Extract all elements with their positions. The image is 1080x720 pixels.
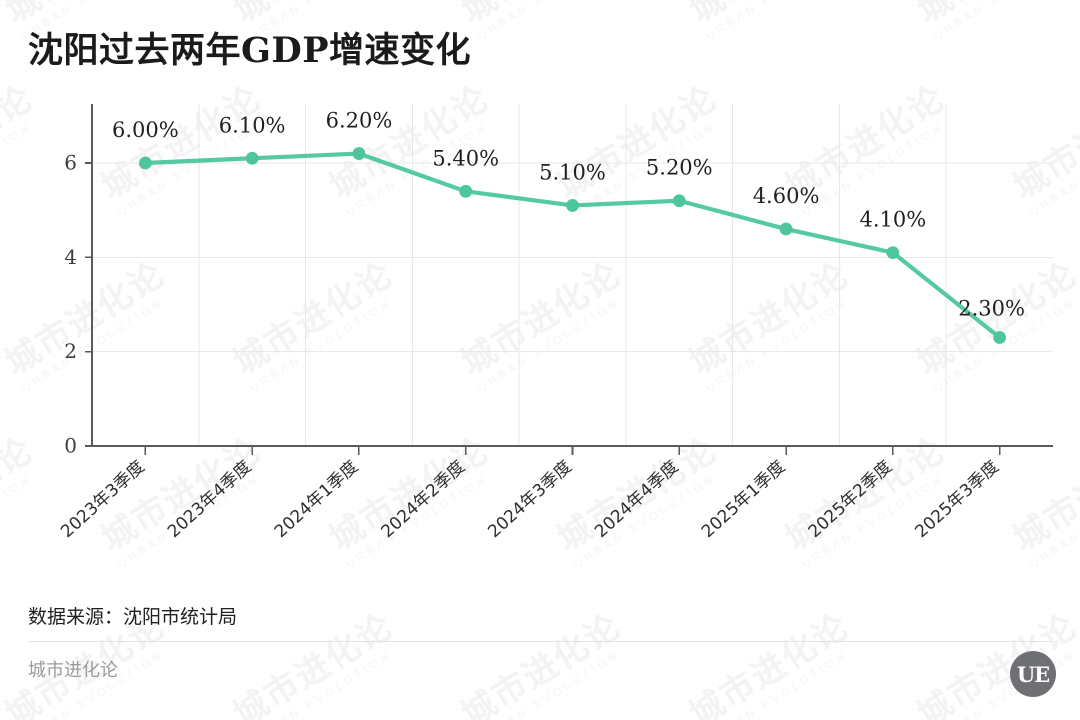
y-tick-label: 6 (64, 151, 77, 175)
data-point-label: 6.00% (112, 118, 179, 142)
y-tick-labels: 0 2 4 6 (64, 151, 77, 458)
x-tick-label: 2024年2季度 (378, 457, 469, 542)
x-tick-label: 2025年3季度 (911, 457, 1002, 542)
data-point-label: 4.60% (753, 184, 820, 208)
x-tick-labels: 2023年3季度 2023年4季度 2024年1季度 2024年2季度 2024年3季度… (57, 457, 1003, 542)
x-tick-label: 2024年3季度 (484, 457, 575, 542)
x-tick-label: 2023年3季度 (57, 457, 148, 542)
axes-group (85, 104, 1053, 455)
data-point-marker (993, 331, 1007, 344)
gridlines-group (92, 104, 1053, 446)
y-tick-label: 2 (64, 339, 77, 363)
series-markers (138, 147, 1007, 344)
data-point-label: 6.20% (326, 109, 393, 133)
data-point-label: 4.10% (859, 208, 926, 232)
data-point-marker (566, 199, 579, 212)
page-title: 沈阳过去两年GDP增速变化 (28, 30, 472, 71)
source-note: 数据来源：沈阳市统计局 (28, 606, 238, 628)
brand-name: 城市进化论 (28, 660, 118, 681)
data-point-label: 5.40% (432, 146, 499, 170)
data-point-marker (352, 147, 366, 160)
data-point-label: 5.20% (646, 156, 713, 180)
data-point-labels: 6.00% 6.10% 6.20% 5.40% 5.10% 5.20% 4.60% 4.10%… (112, 109, 1025, 321)
brand-logo-text: UE (1016, 661, 1050, 687)
footer-divider (28, 641, 1052, 642)
x-tick-label: 2025年1季度 (698, 457, 789, 542)
data-point-marker (245, 151, 259, 165)
x-tick-label: 2025年2季度 (805, 457, 896, 542)
x-tick-label: 2023年4季度 (164, 457, 255, 542)
data-point-label: 5.10% (539, 160, 606, 184)
data-point-label: 6.10% (219, 113, 286, 137)
x-tick-label: 2024年1季度 (271, 457, 362, 542)
data-point-marker (672, 194, 686, 208)
brand-logo: UE (1010, 651, 1056, 697)
data-point-marker (459, 184, 473, 198)
data-point-marker (779, 222, 793, 236)
y-tick-label: 0 (64, 434, 77, 458)
x-tick-label: 2024年4季度 (591, 457, 682, 542)
data-point-label: 2.30% (958, 297, 1025, 321)
y-tick-label: 4 (64, 245, 77, 269)
data-point-marker (886, 246, 900, 260)
data-point-marker (138, 156, 152, 170)
